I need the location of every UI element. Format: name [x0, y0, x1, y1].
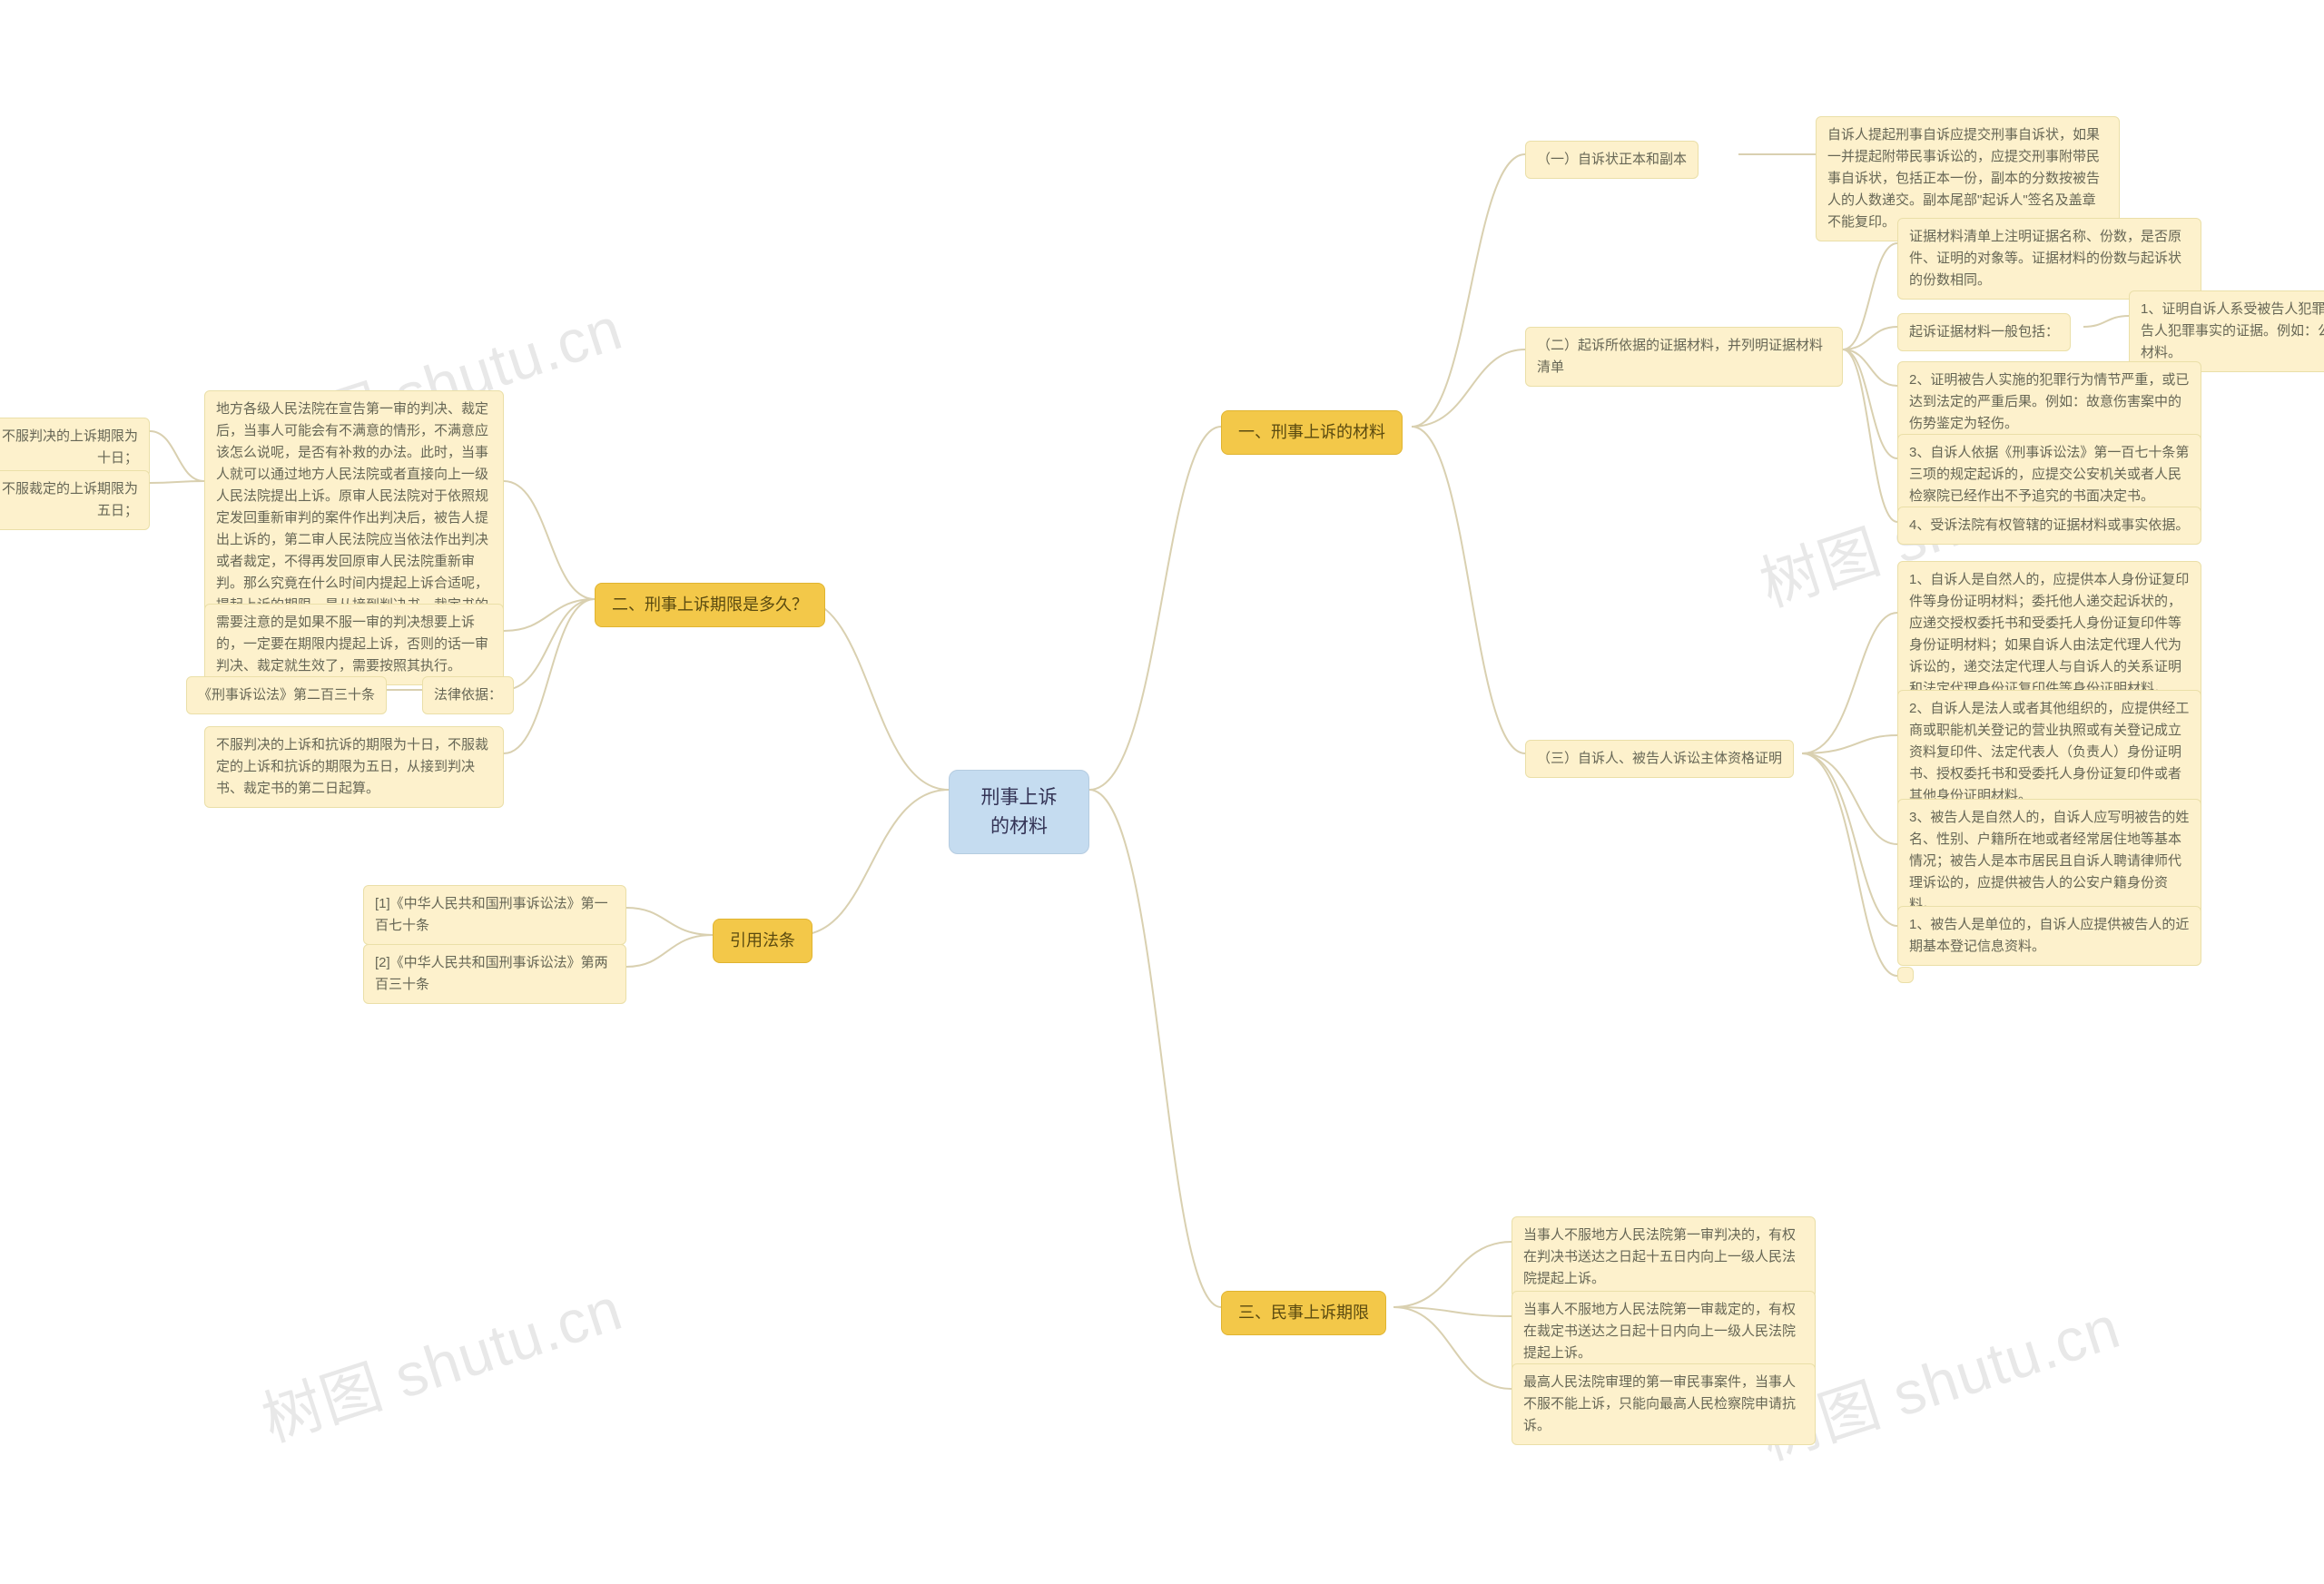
s1-n3-leaf2: 2、自诉人是法人或者其他组织的，应提供经工商或职能机关登记的营业执照或有关登记成… [1897, 690, 2201, 815]
s1-n2-subleaf3: 3、自诉人依据《刑事诉讼法》第一百七十条第三项的规定起诉的，应提交公安机关或者人… [1897, 434, 2201, 516]
s1-n2-subleaf2: 2、证明被告人实施的犯罪行为情节严重，或已达到法定的严重后果。例如：故意伤害案中… [1897, 361, 2201, 443]
s2-b1a: （一）不服判决的上诉期限为十日； [0, 418, 150, 477]
s2-b1b: （二）不服裁定的上诉期限为五日； [0, 470, 150, 530]
s3-leaf3: 最高人民法院审理的第一审民事案件，当事人不服不能上诉，只能向最高人民检察院申请抗… [1512, 1363, 1816, 1445]
s2-law-ref: 《刑事诉讼法》第二百三十条 [186, 676, 387, 714]
s1-n2-leaf1: 证据材料清单上注明证据名称、份数，是否原件、证明的对象等。证据材料的份数与起诉状… [1897, 218, 2201, 300]
s2-block3: 不服判决的上诉和抗诉的期限为十日，不服裁定的上诉和抗诉的期限为五日，从接到判决书… [204, 726, 504, 808]
s1-n3-title: （三）自诉人、被告人诉讼主体资格证明 [1525, 740, 1794, 778]
refs-r1: [1]《中华人民共和国刑事诉讼法》第一百七十条 [363, 885, 626, 945]
refs-r2: [2]《中华人民共和国刑事诉讼法》第两百三十条 [363, 944, 626, 1004]
s2-law-label: 法律依据： [422, 676, 514, 714]
s2-block2: 需要注意的是如果不服一审的判决想要上诉的，一定要在期限内提起上诉，否则的话一审判… [204, 604, 504, 685]
refs-branch: 引用法条 [713, 919, 812, 963]
s3-leaf2: 当事人不服地方人民法院第一审裁定的，有权在裁定书送达之日起十日内向上一级人民法院… [1512, 1291, 1816, 1372]
s1-n2-title: （二）起诉所依据的证据材料，并列明证据材料清单 [1525, 327, 1843, 387]
s3-leaf1: 当事人不服地方人民法院第一审判决的，有权在判决书送达之日起十五日内向上一级人民法… [1512, 1216, 1816, 1298]
root-node: 刑事上诉的材料 [949, 770, 1089, 854]
s1-n3-empty [1897, 967, 1914, 983]
s1-n2-subleaf1: 1、证明自诉人系受被告人犯罪行为侵害，有被告人犯罪事实的证据。例如：公安机关的相… [2129, 290, 2324, 372]
section-1: 一、刑事上诉的材料 [1221, 410, 1403, 455]
watermark: 树图 shutu.cn [250, 1261, 631, 1459]
section-2: 二、刑事上诉期限是多久？ [595, 583, 825, 627]
s1-n1-title: （一）自诉状正本和副本 [1525, 141, 1699, 179]
section-3: 三、民事上诉期限 [1221, 1291, 1386, 1335]
s1-n2-subtitle: 起诉证据材料一般包括： [1897, 313, 2071, 351]
s1-n3-leaf4: 1、被告人是单位的，自诉人应提供被告人的近期基本登记信息资料。 [1897, 906, 2201, 966]
s1-n3-leaf1: 1、自诉人是自然人的，应提供本人身份证复印件等身份证明材料；委托他人递交起诉状的… [1897, 561, 2201, 708]
s1-n2-subleaf4: 4、受诉法院有权管辖的证据材料或事实依据。 [1897, 507, 2201, 545]
